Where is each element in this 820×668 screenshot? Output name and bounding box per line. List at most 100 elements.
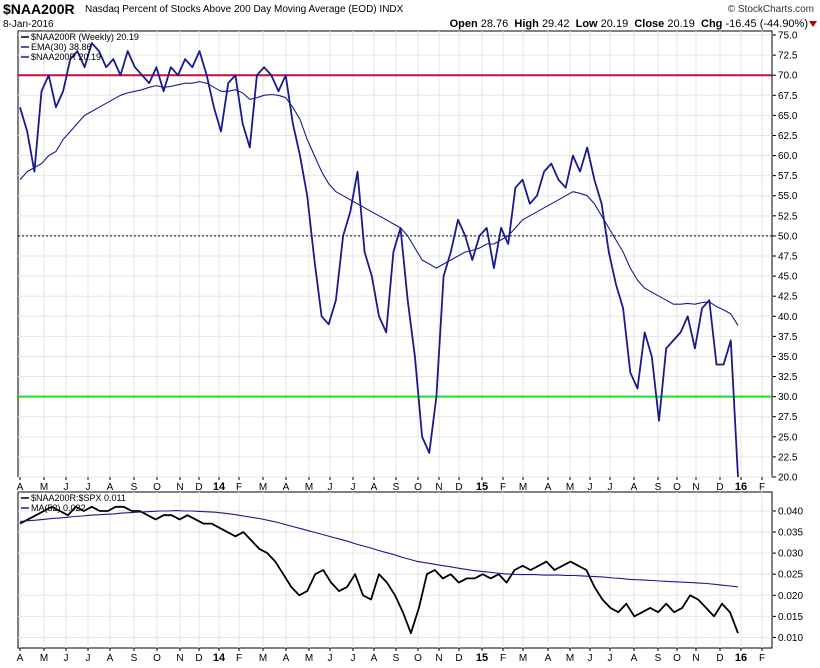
main-xtick-label: M [305,482,313,493]
ratio-xtick-label: A [545,653,552,664]
main-ytick-label: 40.0 [778,312,798,323]
main-legend-entry: EMA(30) 38.86 [31,42,92,52]
ratio-xtick-label: M [40,653,48,664]
ratio-ytick-label: 0.015 [778,612,803,623]
main-xtick-label: M [40,482,48,493]
main-xtick-label: J [588,482,593,493]
ratio-ytick-label: 0.035 [778,528,803,539]
open-value: 28.76 [480,18,509,30]
main-xtick-label: M [519,482,527,493]
chart-description: Nasdaq Percent of Stocks Above 200 Day M… [85,4,404,15]
stockcharts-brand[interactable]: © StockCharts.com [727,4,814,15]
ratio-xtick-label: N [435,653,442,664]
main-xtick-label: M [259,482,267,493]
ratio-xtick-label: 16 [735,652,747,664]
ratio-xtick-label: J [328,653,333,664]
main-ytick-label: 72.5 [778,51,798,62]
ratio-xtick-label: F [500,653,506,664]
main-ytick-label: 55.0 [778,191,798,202]
main-ytick-label: 57.5 [778,171,798,182]
ratio-xtick-label: M [566,653,574,664]
low-label: Low [575,18,598,30]
ratio-xtick-label: M [259,653,267,664]
ratio-xtick-label: N [692,653,699,664]
ratio-xtick-label: J [608,653,613,664]
down-triangle-icon [809,21,817,27]
main-xtick-label: M [566,482,574,493]
ratio-legend-entry: $NAA200R:$SPX 0.011 [31,493,126,503]
main-xtick-label: F [759,482,765,493]
main-ytick-label: 25.0 [778,432,798,443]
ratio-xtick-label: N [176,653,183,664]
main-series-line-1 [19,81,739,326]
main-xtick-label: D [716,482,723,493]
high-value: 29.42 [541,18,570,30]
ratio-xtick-label: A [17,653,24,664]
high-label: High [514,18,539,30]
ratio-xtick-label: A [283,653,290,664]
main-legend-entry: $NAA200R (Weekly) 20.19 [31,32,139,42]
main-ytick-label: 27.5 [778,412,798,423]
close-value: 20.19 [667,18,695,30]
chart-date: 8-Jan-2016 [3,19,54,30]
main-xtick-label: S [393,482,400,493]
main-ytick-label: 20.0 [778,473,798,484]
main-ytick-label: 65.0 [778,111,798,122]
main-xtick-label: O [153,482,161,493]
main-xtick-label: N [692,482,699,493]
ratio-xtick-label: S [131,653,138,664]
main-ytick-label: 50.0 [778,231,798,242]
ratio-ytick-label: 0.030 [778,549,803,560]
main-xtick-label: O [673,482,681,493]
ratio-xtick-label: O [153,653,161,664]
main-xtick-label: A [631,482,638,493]
main-xtick-label: J [608,482,613,493]
chg-value: -16.45 (-44.90%) [725,18,808,30]
chart-symbol: $NAA200R [3,1,75,17]
ratio-ytick-label: 0.025 [778,570,803,581]
ratio-xtick-label: 14 [213,652,226,664]
ratio-xtick-label: J [86,653,91,664]
open-label: Open [449,18,478,30]
main-xtick-label: D [195,482,202,493]
ratio-panel: 0.040 0.035 0.030 0.025 0.020 0.015 0.010 A M J J A… [17,491,803,664]
ratio-xtick-label: J [351,653,356,664]
main-xtick-label: F [236,482,242,493]
main-ytick-label: 42.5 [778,292,798,303]
main-ytick-label: 35.0 [778,352,798,363]
main-ytick-label: 45.0 [778,272,798,283]
main-ytick-label: 60.0 [778,151,798,162]
main-xtick-label: A [17,482,24,493]
main-xtick-label: D [455,482,462,493]
main-ytick-label: 47.5 [778,252,798,263]
ratio-plot-frame [17,491,773,649]
ratio-series-line-1 [19,510,739,588]
main-ytick-label: 52.5 [778,211,798,222]
main-xtick-label: F [500,482,506,493]
main-xtick-label: 16 [735,481,747,493]
main-ytick-label: 62.5 [778,131,798,142]
main-xtick-label: A [545,482,552,493]
ratio-xtick-label: D [195,653,202,664]
ratio-xtick-label: A [631,653,638,664]
main-xtick-label: 14 [213,481,226,493]
ratio-xtick-label: O [673,653,681,664]
main-xtick-label: J [64,482,69,493]
ratio-xtick-label: A [107,653,114,664]
ratio-xtick-label: 15 [476,652,488,664]
ratio-xtick-label: O [414,653,422,664]
main-xtick-label: J [86,482,91,493]
ratio-xtick-label: S [655,653,662,664]
ratio-xtick-label: A [371,653,378,664]
main-ytick-label: 30.0 [778,392,798,403]
ratio-legend-entry: MA(52) 0.022 [31,503,86,513]
ratio-xtick-label: F [759,653,765,664]
main-ytick-label: 37.5 [778,332,798,343]
low-value: 20.19 [600,18,629,30]
main-xtick-label: A [371,482,378,493]
main-xtick-label: N [435,482,442,493]
main-ytick-label: 67.5 [778,91,798,102]
main-xtick-label: A [107,482,114,493]
ratio-xtick-label: M [305,653,313,664]
